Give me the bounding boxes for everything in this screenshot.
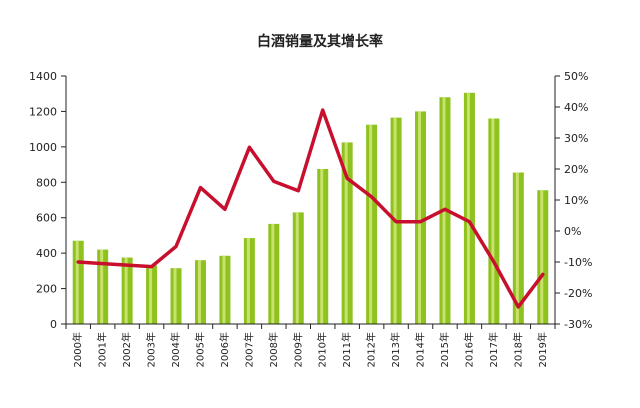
bar-2016年 — [463, 92, 475, 324]
bar-highlight — [149, 265, 153, 324]
growth-rate-line — [76, 108, 545, 309]
bar-2002年 — [121, 257, 133, 324]
x-tick-label: 2009年 — [291, 332, 304, 367]
left-tick-label: 1400 — [29, 70, 57, 83]
right-tick-label: -10% — [564, 256, 592, 269]
x-tick-label: 2002年 — [120, 332, 133, 367]
bar-highlight — [540, 190, 544, 324]
x-tick-label: 2000年 — [71, 332, 84, 367]
bar-highlight — [75, 240, 79, 324]
bar-highlight — [491, 118, 495, 324]
x-tick-label: 2013年 — [389, 332, 402, 367]
bar-highlight — [100, 249, 104, 324]
bar-highlight — [295, 212, 299, 324]
x-tick-label: 2003年 — [145, 332, 158, 367]
x-tick-label: 2007年 — [242, 332, 255, 367]
left-tick-label: 400 — [36, 247, 57, 260]
right-tick-label: -20% — [564, 287, 592, 300]
right-tick-label: 10% — [564, 194, 588, 207]
bar-2017年 — [488, 118, 500, 324]
x-tick-label: 2018年 — [511, 332, 524, 367]
bar-2012年 — [366, 124, 378, 324]
bar-highlight — [344, 142, 348, 324]
right-tick-label: 0% — [564, 225, 581, 238]
bar-2005年 — [194, 260, 206, 324]
bar-2010年 — [317, 169, 329, 324]
left-tick-label: 800 — [36, 176, 57, 189]
bar-2011年 — [341, 142, 353, 324]
bar-highlight — [418, 111, 422, 324]
bar-2004年 — [170, 268, 182, 324]
x-tick-label: 2008年 — [267, 332, 280, 367]
bar-2001年 — [97, 249, 109, 324]
bar-highlight — [197, 260, 201, 324]
right-tick-label: 40% — [564, 101, 588, 114]
growth-line-series — [76, 108, 545, 309]
bar-highlight — [369, 124, 373, 324]
bar-2018年 — [512, 172, 524, 324]
bar-highlight — [222, 255, 226, 324]
x-tick-label: 2005年 — [193, 332, 206, 367]
x-tick-label: 2011年 — [340, 332, 353, 367]
bar-2006年 — [219, 255, 231, 324]
bar-2019年 — [537, 190, 549, 324]
plot-area: 0 200 400 600 800 1000 1200 1400 -30% -20% -10% 0%… — [29, 70, 592, 367]
bar-2000年 — [72, 240, 84, 324]
chart-title: 白酒销量及其增长率 — [257, 33, 383, 50]
bar-2009年 — [292, 212, 304, 324]
right-axis-ticks: -30% -20% -10% 0% 10% 20% 30% 40% 50% — [555, 70, 592, 331]
bar-highlight — [246, 238, 250, 324]
bar-highlight — [124, 257, 128, 324]
left-tick-label: 0 — [50, 318, 57, 331]
x-tick-label: 2010年 — [316, 332, 329, 367]
x-tick-label: 2014年 — [414, 332, 427, 367]
bar-highlight — [320, 169, 324, 324]
left-tick-label: 200 — [36, 283, 57, 296]
bar-highlight — [173, 268, 177, 324]
x-tick-label: 2006年 — [218, 332, 231, 367]
left-tick-label: 1000 — [29, 141, 57, 154]
x-tick-label: 2004年 — [169, 332, 182, 367]
x-tick-label: 2001年 — [96, 332, 109, 367]
bar-series — [72, 92, 549, 324]
x-tick-label: 2019年 — [536, 332, 549, 367]
left-tick-label: 1200 — [29, 105, 57, 118]
bar-2007年 — [243, 238, 255, 324]
right-tick-label: -30% — [564, 318, 592, 331]
bar-2003年 — [146, 265, 158, 324]
bar-highlight — [466, 92, 470, 324]
right-tick-label: 30% — [564, 132, 588, 145]
axes — [65, 76, 556, 325]
x-tick-label: 2016年 — [462, 332, 475, 367]
bar-highlight — [515, 172, 519, 324]
x-tick-label: 2017年 — [487, 332, 500, 367]
left-axis-ticks: 0 200 400 600 800 1000 1200 1400 — [29, 70, 66, 331]
x-axis-ticks: 2000年 2001年 2002年 2003年 2004年 2005年 2006年 2007年… — [65, 324, 556, 367]
bar-highlight — [271, 223, 275, 324]
right-tick-label: 20% — [564, 163, 588, 176]
left-tick-label: 600 — [36, 212, 57, 225]
x-tick-label: 2012年 — [365, 332, 378, 367]
right-tick-label: 50% — [564, 70, 588, 83]
x-tick-label: 2015年 — [438, 332, 451, 367]
bar-2014年 — [415, 111, 427, 324]
bar-2008年 — [268, 223, 280, 324]
